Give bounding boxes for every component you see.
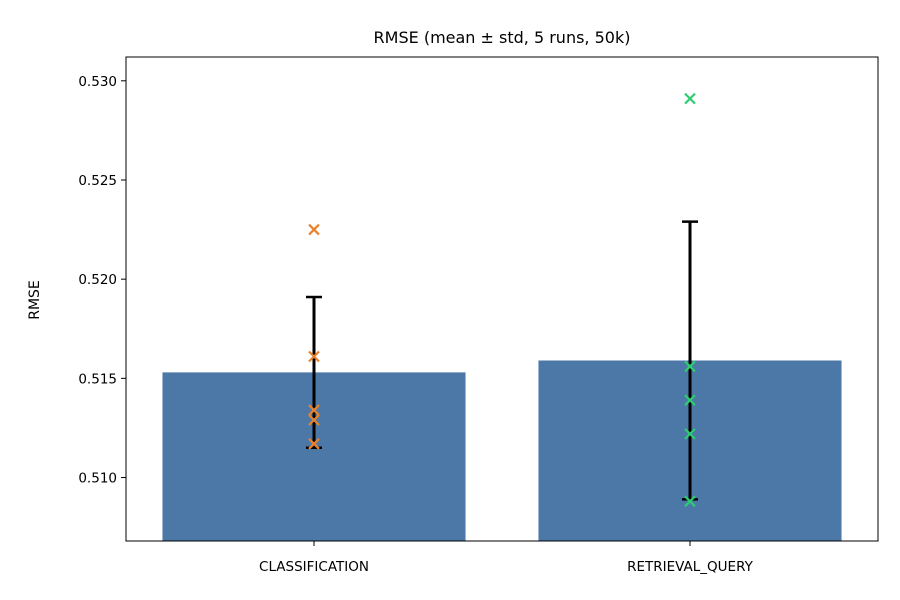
y-tick-label: 0.515 xyxy=(78,371,117,387)
run-marker-stroke xyxy=(684,394,696,406)
run-marker-stroke xyxy=(308,414,320,426)
run-marker xyxy=(308,414,320,426)
errorbar-retrieval-query xyxy=(682,220,698,501)
y-tick-label: 0.525 xyxy=(78,173,117,189)
errorbars-layer xyxy=(306,220,698,501)
run-marker-stroke xyxy=(308,350,320,363)
run-marker-stroke xyxy=(308,404,320,416)
run-marker xyxy=(684,495,696,508)
y-tick-label: 0.530 xyxy=(78,74,117,90)
y-axis-label: RMSE xyxy=(27,280,43,320)
run-marker xyxy=(308,438,320,450)
bars-layer xyxy=(162,360,842,541)
x-tick-label: RETRIEVAL_QUERY xyxy=(627,559,753,575)
run-marker-stroke xyxy=(684,495,696,508)
run-marker xyxy=(308,404,320,416)
run-marker xyxy=(684,428,696,440)
chart-title: RMSE (mean ± std, 5 runs, 50k) xyxy=(374,28,631,47)
run-marker xyxy=(684,92,696,105)
y-tick-label: 0.510 xyxy=(78,471,117,487)
run-marker-stroke xyxy=(684,360,696,373)
run-marker xyxy=(308,223,320,236)
plot-frame xyxy=(125,56,879,542)
run-marker xyxy=(684,394,696,406)
x-axis: CLASSIFICATION RETRIEVAL_QUERY xyxy=(259,541,754,575)
run-marker xyxy=(684,360,696,373)
y-axis: 0.510 0.515 0.520 0.525 0.530 xyxy=(78,74,126,487)
run-marker-stroke xyxy=(308,438,320,450)
y-tick-label: 0.520 xyxy=(78,272,117,288)
run-marker xyxy=(308,350,320,363)
x-tick-label: CLASSIFICATION xyxy=(259,559,369,575)
run-marker-stroke xyxy=(684,92,696,105)
run-marker-stroke xyxy=(684,428,696,440)
run-markers-layer xyxy=(308,92,696,508)
run-marker-stroke xyxy=(308,223,320,236)
